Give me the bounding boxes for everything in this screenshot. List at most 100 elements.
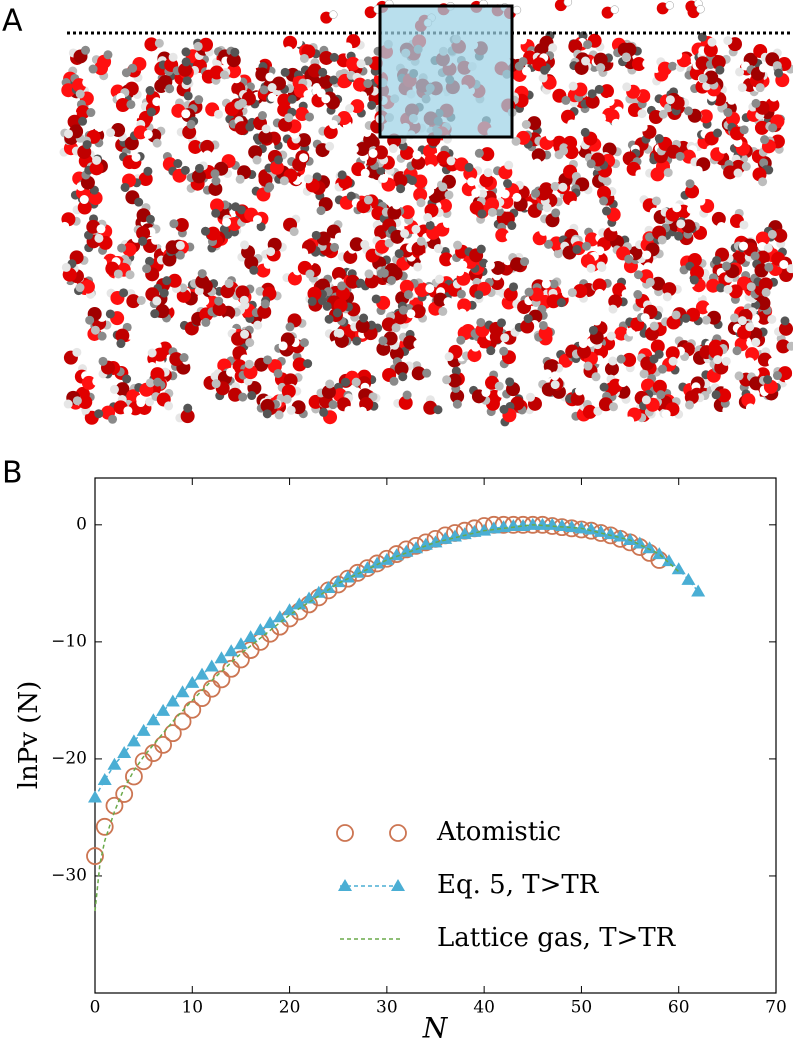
hydrogen (444, 352, 454, 362)
hydrogen (255, 286, 265, 296)
hydrogen (668, 61, 678, 71)
oxygen (136, 226, 151, 241)
oxygen (593, 52, 608, 67)
hydrogen (88, 64, 98, 74)
hydrogen (550, 380, 560, 390)
marker-triangle (263, 616, 278, 629)
hydrogen (723, 107, 733, 117)
hydrogen (128, 63, 138, 73)
hydrogen (514, 61, 524, 71)
hydrogen (260, 299, 270, 309)
marker-triangle (574, 521, 589, 534)
marker-triangle (603, 527, 618, 540)
hydrogen (446, 156, 456, 166)
oxygen (269, 160, 284, 175)
oxygen (319, 50, 334, 65)
hydrogen (769, 92, 779, 102)
hydrogen (602, 206, 612, 216)
hydrogen (701, 315, 711, 325)
hydrogen (643, 262, 653, 272)
oxygen (307, 63, 322, 78)
hydrogen (739, 125, 749, 135)
hydrogen (583, 361, 593, 371)
oxygen (89, 161, 104, 176)
hydrogen (98, 356, 108, 366)
hydrogen (328, 400, 338, 410)
oxygen (281, 384, 296, 399)
hydrogen (146, 107, 156, 117)
oxygen (450, 389, 465, 404)
hydrogen (388, 144, 398, 154)
y-tick-label: −30 (51, 865, 87, 885)
hydrogen (324, 314, 334, 324)
hydrogen (285, 322, 295, 332)
hydrogen (474, 290, 484, 300)
hydrogen (210, 169, 220, 179)
hydrogen (329, 52, 339, 62)
oxygen (165, 240, 180, 255)
marker-circle (95, 817, 114, 836)
marker-triangle (165, 694, 180, 707)
hydrogen (341, 377, 351, 387)
hydrogen (416, 198, 426, 208)
x-tick-label: 10 (181, 998, 203, 1018)
x-tick-label: 40 (473, 998, 495, 1018)
hydrogen (224, 278, 234, 288)
hydrogen (521, 66, 531, 76)
hydrogen (358, 91, 368, 101)
marker-triangle (340, 570, 355, 583)
hydrogen (500, 333, 510, 343)
hydrogen (550, 371, 560, 381)
hydrogen (539, 226, 549, 236)
oxygen (585, 94, 600, 109)
hydrogen (63, 129, 73, 139)
hydrogen (763, 243, 773, 253)
hydrogen (672, 203, 682, 213)
hydrogen (287, 94, 297, 104)
hydrogen (398, 372, 408, 382)
hydrogen (86, 108, 96, 118)
oxygen (597, 185, 612, 200)
hydrogen (389, 376, 399, 386)
hydrogen (772, 61, 782, 71)
hydrogen (211, 379, 221, 389)
hydrogen (563, 0, 573, 7)
hydrogen (718, 144, 728, 154)
hydrogen (122, 374, 132, 384)
hydrogen (284, 113, 294, 123)
hydrogen (433, 405, 443, 415)
hydrogen (599, 196, 609, 206)
hydrogen (422, 368, 432, 378)
x-tick-label: 60 (668, 998, 690, 1018)
oxygen (257, 304, 272, 319)
hydrogen (78, 116, 88, 126)
hydrogen (767, 229, 777, 239)
series-line (94, 524, 699, 798)
hydrogen (419, 252, 429, 262)
hydrogen (247, 391, 257, 401)
oxygen (234, 121, 249, 136)
hydrogen (425, 220, 435, 230)
oxygen (337, 111, 352, 126)
hydrogen (768, 123, 778, 133)
hydrogen (142, 264, 152, 274)
hydrogen (222, 316, 232, 326)
hydrogen (698, 73, 708, 83)
hydrogen (651, 196, 661, 206)
hydrogen (121, 68, 131, 78)
y-tick-label: 0 (76, 514, 87, 534)
oxygen (414, 283, 429, 298)
hydrogen (213, 109, 223, 119)
hydrogen (621, 289, 631, 299)
hydrogen (656, 390, 666, 400)
hydrogen (662, 292, 672, 302)
hydrogen (193, 41, 203, 51)
hydrogen (186, 119, 196, 129)
hydrogen (94, 233, 104, 243)
hydrogen (325, 141, 335, 151)
x-tick-label: 70 (765, 998, 787, 1018)
oxygen (754, 120, 769, 135)
oxygen (78, 395, 93, 410)
hydrogen (175, 250, 185, 260)
legend-label: Atomistic (436, 817, 561, 847)
